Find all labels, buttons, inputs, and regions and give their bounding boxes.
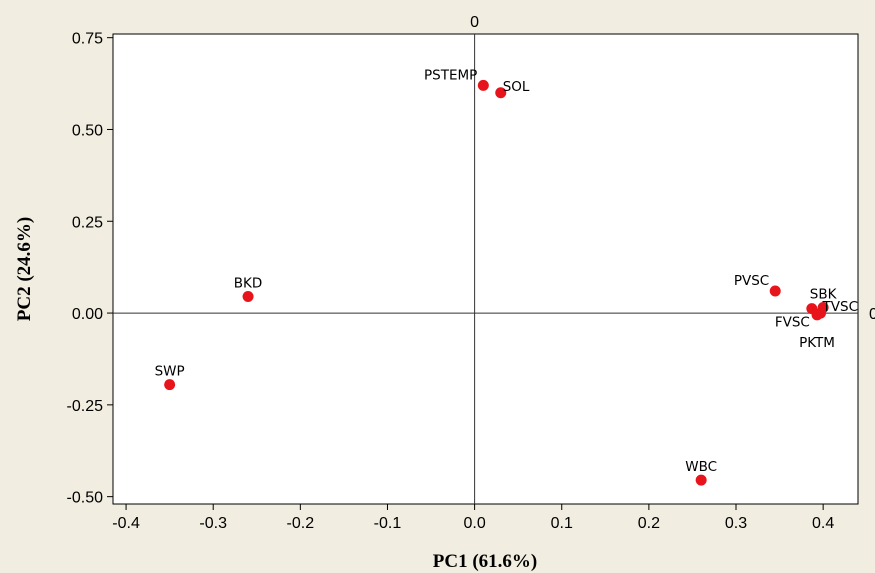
x-tick-label: -0.3 [199,515,227,532]
point-pvsc [769,285,781,297]
label-tvsc: TVSC [822,299,858,315]
point-swp [164,379,176,391]
y-tick-label: 0.00 [72,306,103,323]
ref-label-horizontal: 0 [869,306,875,323]
y-tick-label: -0.25 [67,398,104,415]
x-tick-label: -0.2 [287,515,315,532]
y-axis-ticks: 0.75 0.50 0.25 0.00 -0.25 -0.50 [67,31,113,507]
label-pktm: PKTM [799,335,835,351]
point-wbc [695,474,707,486]
y-tick-label: 0.25 [72,214,103,231]
label-pvsc: PVSC [734,273,769,289]
x-axis-ticks: -0.4 -0.3 -0.2 -0.1 0.0 0.1 0.2 0.3 0.4 [112,504,834,532]
x-tick-label: 0.1 [551,515,573,532]
y-tick-label: 0.50 [72,122,103,139]
label-pstemp: PSTEMP [424,67,477,83]
label-wbc: WBC [685,459,717,475]
label-swp: SWP [155,364,185,380]
ref-label-vertical: 0 [470,14,479,31]
plot-frame [112,33,859,505]
label-sol: SOL [503,79,530,95]
x-tick-label: 0.4 [812,515,834,532]
y-axis-title: PC2 (24.6%) [14,217,35,321]
label-fvsc: FVSC [775,315,810,331]
point-pktm [811,309,823,321]
point-sol [495,87,507,99]
point-bkd [242,291,254,303]
reference-lines: 00 [113,14,875,504]
y-tick-label: 0.75 [72,31,103,48]
data-points [164,79,829,486]
x-tick-label: 0.2 [638,515,660,532]
x-tick-label: 0.0 [463,515,485,532]
point-pstemp [477,79,489,91]
y-tick-label: -0.50 [67,490,104,507]
label-sbk: SBK [810,287,838,303]
x-tick-label: -0.4 [112,515,140,532]
x-tick-label: -0.1 [374,515,402,532]
label-bkd: BKD [234,276,263,292]
x-axis-title: PC1 (61.6%) [433,551,537,572]
x-tick-label: 0.3 [725,515,747,532]
